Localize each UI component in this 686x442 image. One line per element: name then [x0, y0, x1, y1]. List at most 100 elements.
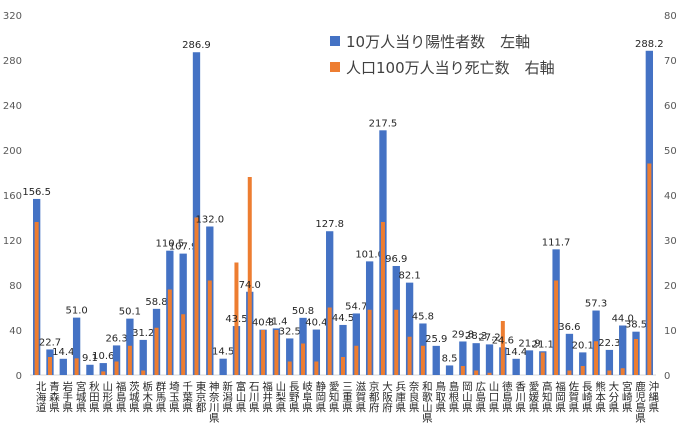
data-label-positive: 10.6 [92, 351, 114, 362]
category-label: 埼玉県 [168, 380, 180, 413]
data-label-positive: 217.5 [369, 118, 398, 129]
bar-positive [192, 52, 201, 376]
data-label-positive: 9.1 [82, 353, 98, 364]
bar-deaths [394, 309, 399, 375]
y-left-tick-label: 40 [9, 326, 22, 337]
category-label: 香川県 [514, 381, 526, 413]
data-label-positive: 21.9 [518, 338, 540, 349]
legend-label-positive: 10万人当り陽性者数 左軸 [346, 32, 531, 51]
category-label: 広島県 [474, 380, 486, 413]
bar-deaths [74, 358, 79, 375]
category-label: 岩手県 [61, 380, 73, 413]
data-label-positive: 40.3 [252, 318, 274, 329]
category-label: 大阪府 [381, 380, 393, 413]
category-label: 京都府 [368, 380, 380, 413]
data-label-positive: 132.0 [195, 215, 224, 226]
bar-deaths [367, 309, 372, 375]
legend-item-positive: 10万人当り陽性者数 左軸 [330, 28, 555, 54]
data-label-positive: 14.4 [505, 347, 527, 358]
data-label-positive: 54.7 [345, 301, 367, 312]
category-label: 宮崎県 [621, 380, 633, 413]
bar-deaths [354, 345, 359, 375]
bar-positive [112, 345, 121, 375]
bar-deaths [420, 345, 425, 375]
data-label-positive: 36.6 [558, 322, 580, 333]
category-label: 三重県 [341, 381, 353, 413]
bar-positive [339, 324, 347, 375]
legend-item-deaths: 人口100万人当り死亡数 右軸 [330, 54, 555, 80]
y-right-tick-label: 10 [664, 326, 677, 337]
category-label: 鳥取県 [434, 380, 446, 413]
category-label: 富山県 [234, 380, 246, 413]
bar-positive [312, 329, 321, 375]
category-label: 山口県 [488, 381, 500, 413]
data-label-positive: 27.2 [478, 332, 500, 343]
bar-deaths [207, 280, 212, 375]
data-label-positive: 58.8 [145, 297, 167, 308]
bar-deaths [580, 366, 585, 375]
bar-positive [99, 363, 107, 375]
data-label-positive: 25.9 [425, 334, 447, 345]
category-label: 東京都 [194, 380, 206, 413]
legend-label-deaths: 人口100万人当り死亡数 右軸 [346, 58, 555, 77]
category-label: 宮城県 [75, 380, 87, 413]
y-left-tick-label: 80 [9, 281, 22, 292]
bar-positive [512, 358, 520, 375]
bar-deaths [647, 163, 652, 375]
data-label-positive: 14.4 [52, 347, 74, 358]
bar-positive [565, 333, 574, 375]
y-right-tick-label: 70 [664, 56, 677, 67]
y-left-tick-label: 160 [3, 191, 22, 202]
bar-positive [72, 317, 81, 375]
data-label-positive: 127.8 [315, 219, 344, 230]
y-right-tick-label: 80 [664, 11, 677, 22]
data-label-positive: 20.1 [572, 340, 594, 351]
category-label: 神奈川県 [208, 380, 220, 424]
y-left-tick-label: 120 [3, 236, 22, 247]
data-label-positive: 50.1 [119, 307, 141, 318]
category-label: 滋賀県 [354, 380, 366, 413]
bar-deaths [474, 370, 479, 375]
bar-deaths [234, 262, 239, 375]
bar-positive [472, 343, 480, 375]
bar-deaths [181, 314, 186, 375]
category-label: 熊本県 [594, 380, 606, 413]
y-right-tick-label: 20 [664, 281, 677, 292]
data-label-positive: 288.2 [635, 39, 664, 50]
bar-deaths [101, 371, 106, 375]
category-label: 栃木県 [141, 380, 153, 413]
bar-positive [326, 231, 334, 375]
data-label-positive: 101.0 [355, 249, 384, 260]
data-label-positive: 156.5 [22, 187, 51, 198]
category-label: 千葉県 [181, 381, 193, 413]
category-label: 島根県 [448, 380, 460, 413]
data-label-positive: 57.3 [585, 299, 607, 310]
data-label-positive: 110.5 [156, 239, 185, 250]
category-label: 群馬県 [155, 380, 167, 413]
category-label: 長崎県 [581, 381, 593, 413]
bar-deaths [500, 321, 505, 375]
bar-deaths [327, 307, 332, 375]
y-right-tick-label: 60 [664, 101, 677, 112]
data-label-positive: 32.5 [279, 326, 301, 337]
y-left-tick-label: 320 [3, 11, 22, 22]
bar-positive [605, 349, 614, 375]
bar-deaths [194, 217, 199, 375]
bar-deaths [141, 370, 146, 375]
bar-deaths [594, 341, 599, 375]
bar-deaths [567, 370, 572, 375]
bar-positive [405, 282, 414, 375]
bar-deaths [127, 345, 132, 375]
bar-deaths [634, 339, 639, 375]
legend-swatch-positive [330, 36, 340, 46]
data-label-positive: 31.2 [132, 328, 154, 339]
data-label-positive: 29.8 [452, 329, 474, 340]
category-label: 福島県 [115, 380, 127, 413]
bar-deaths [407, 336, 412, 375]
category-label: 静岡県 [314, 380, 326, 413]
y-right-tick-label: 50 [664, 146, 677, 157]
data-label-positive: 28.3 [465, 331, 487, 342]
bar-deaths [154, 327, 159, 375]
